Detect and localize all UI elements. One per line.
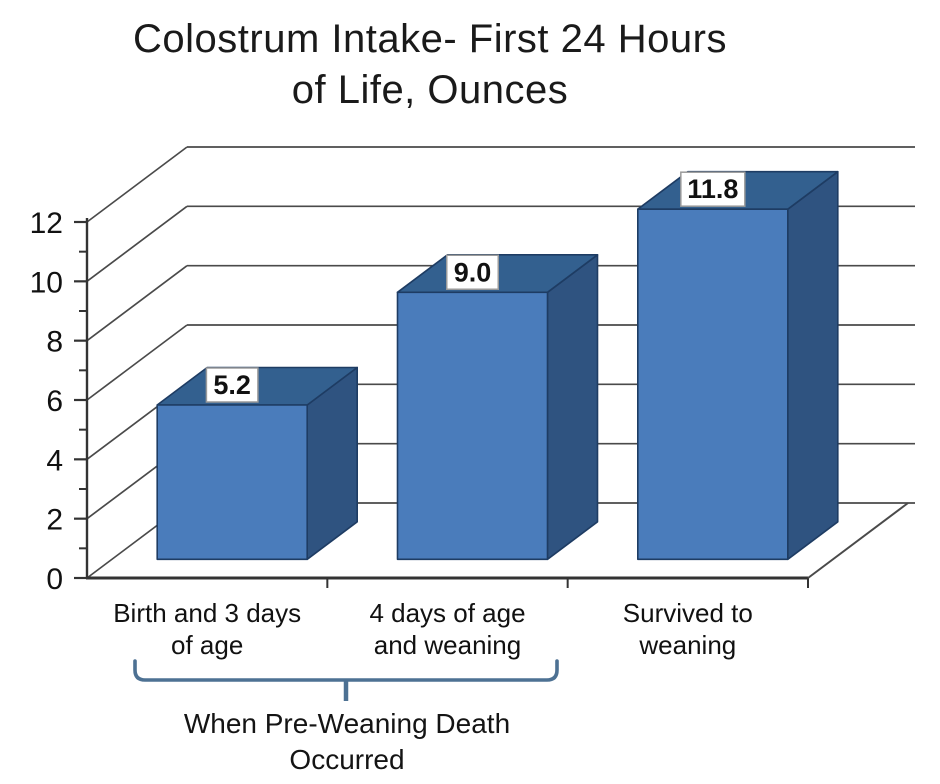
bar-1-front-face	[396, 291, 549, 561]
bracket-caption-line1: When Pre-Weaning Death	[183, 708, 511, 739]
bracket-caption-line2: Occurred	[289, 744, 405, 775]
y-tick-label-6: 6	[46, 385, 63, 418]
category-label-0-line1: Birth and 3 days	[113, 598, 301, 628]
bar-1-data-label: 9.0	[454, 257, 492, 287]
category-label-0-line2: of age	[171, 630, 243, 660]
y-tick-label-4: 4	[46, 444, 63, 477]
gridline-depth-12	[86, 146, 188, 223]
chart-title-line2: of Life, Ounces	[291, 68, 569, 112]
bar-2-data-label-box	[680, 171, 746, 207]
chart-title-line1: Colostrum Intake- First 24 Hours	[133, 17, 727, 61]
category-label-2-line1: Survived to	[623, 598, 753, 628]
category-label-2-line2: weaning	[638, 630, 736, 660]
bar-2-front-face	[636, 208, 789, 561]
floor-right-edge	[807, 502, 909, 579]
gridline-depth-6	[86, 324, 188, 401]
bar-0-data-label-box	[205, 367, 259, 403]
gridline-depth-8	[86, 264, 188, 342]
bar-2-data-label: 11.8	[687, 174, 738, 204]
bar-1-data-label-box	[446, 254, 499, 290]
category-label-1-line1: 4 days of age	[369, 598, 525, 628]
y-tick-label-10: 10	[30, 266, 63, 299]
bar-0-data-label: 5.2	[213, 370, 251, 400]
y-tick-label-12: 12	[30, 207, 63, 240]
bar-1-side-face	[546, 254, 599, 561]
category-label-1-line2: and weaning	[374, 630, 521, 660]
gridline-depth-10	[86, 205, 188, 283]
y-tick-label-2: 2	[46, 504, 63, 537]
bar-0-front-face	[156, 404, 309, 561]
y-tick-label-8: 8	[46, 326, 63, 359]
y-tick-label-0: 0	[46, 563, 63, 596]
bracket-caption: When Pre-Weaning Death Occurred	[97, 706, 597, 778]
chart-title: Colostrum Intake- First 24 Hours of Life…	[20, 14, 840, 116]
annotation-bracket	[133, 659, 559, 682]
bar-2-side-face	[786, 170, 839, 561]
